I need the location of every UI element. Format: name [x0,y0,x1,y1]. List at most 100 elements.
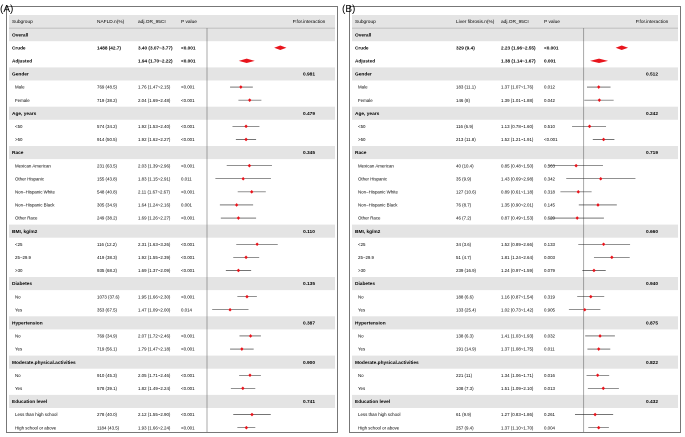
row-p: <0.001 [181,216,195,221]
row-or-ci: 1.13 (0.78~1.60) [501,124,534,129]
or-point [247,98,252,102]
row-label: High school or above [358,425,400,430]
panel-label-b: (B) [342,4,356,15]
row-p: 0.032 [544,334,556,339]
row-n: 34 (3.6) [456,242,472,247]
header-subgroup: Subgroup [355,19,376,25]
or-point [234,203,239,207]
row-n: 1073 (37.6) [97,294,120,299]
row-or-ci: 1.76 (1.47~2.15) [138,85,171,90]
row-p: 0.012 [544,85,556,90]
or-point [228,307,232,312]
or-point [587,124,592,129]
or-point [596,203,600,207]
or-point [240,347,244,351]
group-p-interaction: 0.741 [303,399,315,405]
row-or-ci: 1.37 (1.10~1.70) [501,425,534,430]
header-n: Liver fibrosis.n(%) [456,19,495,25]
row-n: 221 (11) [456,373,473,378]
or-point [598,176,603,181]
or-point [593,412,597,417]
group-band [352,106,678,120]
row-or-ci: 0.89 (0.61~1.18) [501,189,534,194]
group-title: Gender [355,72,372,78]
row-or-ci: 1.35 (0.90~2.01) [501,203,534,208]
row-or-ci: 1.94 (1.70~2.22) [138,58,173,63]
row-label: No [15,373,21,378]
group-p-interaction: 0.660 [646,229,658,235]
row-n: 133 (25.4) [456,307,477,312]
group-title: Hypertension [12,320,43,326]
or-point [595,373,600,378]
row-p: <0.001 [181,347,195,352]
row-n: 46 (7.2) [456,216,472,221]
row-or-ci: 2.31 (1.63~3.26) [138,242,171,247]
row-n: 138 (6.3) [456,334,474,339]
or-point [597,98,602,102]
header-or: adj.OR_95CI [138,19,166,25]
or-point [596,347,601,351]
row-n: 51 (4.7) [456,255,472,260]
row-p: 0.079 [544,268,556,273]
row-n: 419 (38.3) [97,255,118,260]
row-label: Less than high school [358,412,400,417]
row-p: <0.001 [181,255,195,260]
row-label: Yes [358,307,366,312]
row-or-ci: 1.69 (1.37~2.09) [138,268,171,273]
row-label: <25 [15,242,23,247]
group-band [352,355,678,369]
row-or-ci: 1.93 (1.66~2.24) [138,425,171,430]
header-p-interaction: P.for.interaction [293,19,326,25]
or-point [601,242,606,247]
row-n: 1488 (42.7) [97,45,121,50]
overall-diamond [238,58,255,64]
row-p: 0.319 [544,294,556,299]
section-band [352,28,678,42]
or-point [610,255,614,260]
or-point [241,386,245,391]
row-n: 191 (14.9) [456,347,477,352]
row-n: 116 (6.9) [456,124,474,129]
or-point [589,294,593,299]
row-p: 0.011 [181,176,192,181]
row-or-ci: 2.07 (1.72~2.46) [138,334,171,339]
row-p: 0.342 [544,176,556,181]
row-p: 0.001 [544,58,556,63]
row-or-ci: 1.47 (1.09~2.00) [138,307,171,312]
row-n: 914 (50.5) [97,137,118,142]
row-n: 257 (9.4) [456,425,474,430]
group-p-interaction: 0.822 [646,360,658,366]
row-or-ci: 1.92 (1.55~2.39) [138,255,171,260]
row-label: 25−29.9 [15,255,32,260]
row-p: <0.001 [181,412,195,417]
row-label: Less than high school [15,412,57,417]
or-point [244,255,248,260]
group-band [9,224,335,238]
header-p-interaction: P.for.interaction [636,19,669,25]
group-p-interaction: 0.900 [303,360,315,366]
or-point [236,216,241,220]
row-p: <0.001 [181,386,195,391]
row-or-ci: 0.85 (0.48~1.50) [501,163,534,168]
row-or-ci: 1.38 (1.14~1.67) [501,58,536,63]
row-label: Mexican American [15,163,51,168]
or-point [244,425,249,430]
group-band [9,394,335,408]
row-n: 769 (34.9) [97,334,118,339]
row-or-ci: 1.37 (1.07~1.76) [501,85,534,90]
forest-panel-a: Subgroup NAFLD.n(%) adj.OR_95CI P value P.fo… [6,6,338,433]
row-label: Other Race [15,216,38,221]
row-label: Yes [15,307,23,312]
row-n: 329 (9.4) [456,45,475,50]
row-or-ci: 1.43 (0.69~2.98) [501,176,534,181]
group-band [352,146,678,160]
row-p: <0.001 [181,58,196,63]
row-label: No [15,334,21,339]
group-band [9,277,335,291]
header-p: P value [181,19,197,25]
row-label: High school or above [15,425,57,430]
group-p-interaction: 0.940 [646,281,658,287]
row-p: <0.001 [181,268,195,273]
group-title: Gender [12,72,29,78]
group-band [9,106,335,120]
